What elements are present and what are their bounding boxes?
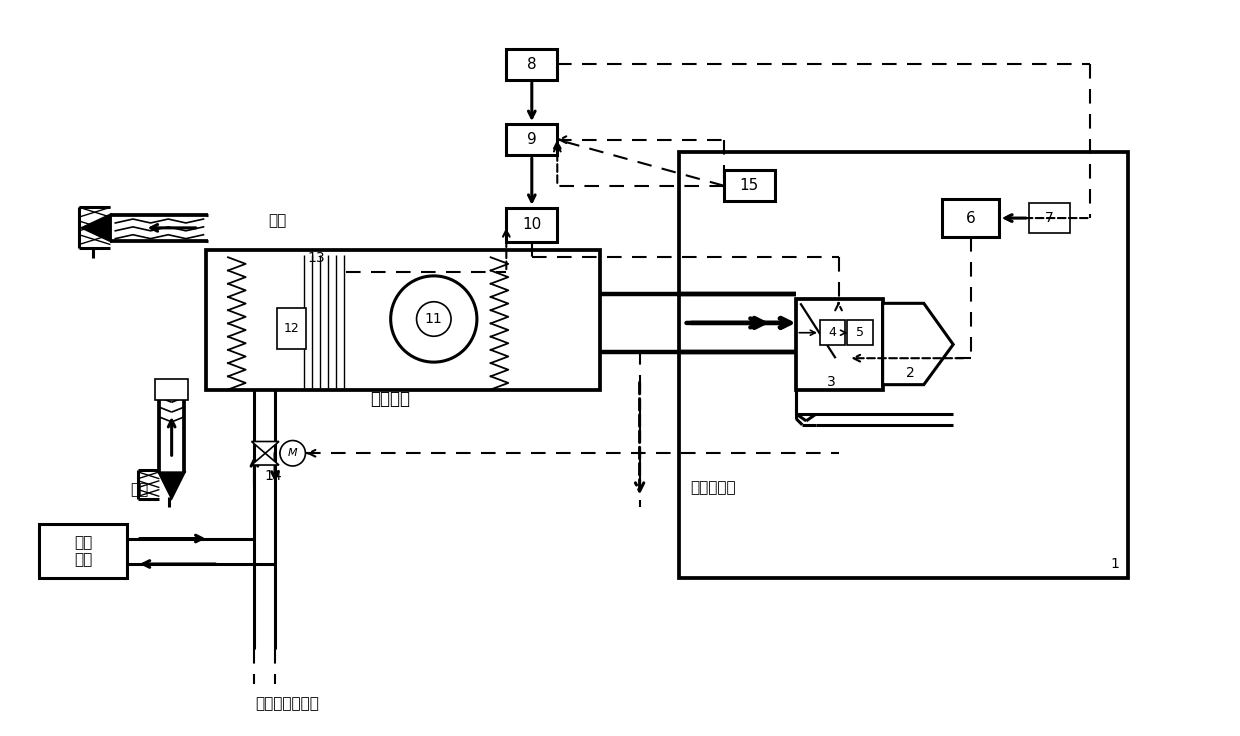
Text: 8: 8 bbox=[527, 57, 537, 71]
Text: M: M bbox=[288, 448, 298, 459]
Circle shape bbox=[280, 441, 305, 466]
Bar bbox=[724, 170, 775, 202]
Text: 至其它冷水机组: 至其它冷水机组 bbox=[255, 696, 319, 711]
Text: 4: 4 bbox=[828, 326, 837, 339]
Text: 6: 6 bbox=[966, 210, 976, 225]
Text: 9: 9 bbox=[527, 132, 537, 147]
Bar bbox=[277, 308, 306, 350]
Bar bbox=[1029, 203, 1070, 233]
Text: 中央空调: 中央空调 bbox=[370, 390, 409, 408]
Polygon shape bbox=[83, 215, 110, 241]
Text: 10: 10 bbox=[522, 217, 542, 233]
Text: 2: 2 bbox=[905, 366, 914, 380]
Polygon shape bbox=[160, 473, 184, 498]
Bar bbox=[506, 208, 557, 242]
Text: 14: 14 bbox=[264, 469, 281, 483]
Bar bbox=[506, 49, 557, 80]
Text: 5: 5 bbox=[856, 326, 864, 339]
Bar bbox=[678, 152, 1127, 578]
Bar bbox=[942, 199, 999, 237]
Bar bbox=[847, 320, 873, 345]
Bar bbox=[796, 300, 883, 389]
Text: 7: 7 bbox=[1045, 211, 1054, 225]
Polygon shape bbox=[883, 303, 954, 385]
Text: 1: 1 bbox=[1111, 557, 1120, 571]
Text: 新风: 新风 bbox=[130, 482, 149, 497]
Text: 回风: 回风 bbox=[268, 213, 286, 228]
Polygon shape bbox=[252, 442, 279, 453]
Text: 12: 12 bbox=[284, 322, 300, 336]
Bar bbox=[38, 524, 126, 578]
Text: 13: 13 bbox=[308, 251, 325, 265]
Text: 15: 15 bbox=[740, 178, 759, 194]
Bar bbox=[506, 124, 557, 155]
Circle shape bbox=[391, 276, 477, 362]
Bar bbox=[820, 320, 846, 345]
Bar bbox=[155, 379, 187, 400]
Polygon shape bbox=[252, 453, 279, 465]
Bar bbox=[206, 250, 600, 389]
Text: 至其它房间: 至其它房间 bbox=[691, 480, 735, 495]
Circle shape bbox=[417, 302, 451, 336]
Text: 3: 3 bbox=[827, 375, 836, 389]
Text: 冷水
机组: 冷水 机组 bbox=[74, 535, 92, 567]
Text: 11: 11 bbox=[425, 312, 443, 326]
